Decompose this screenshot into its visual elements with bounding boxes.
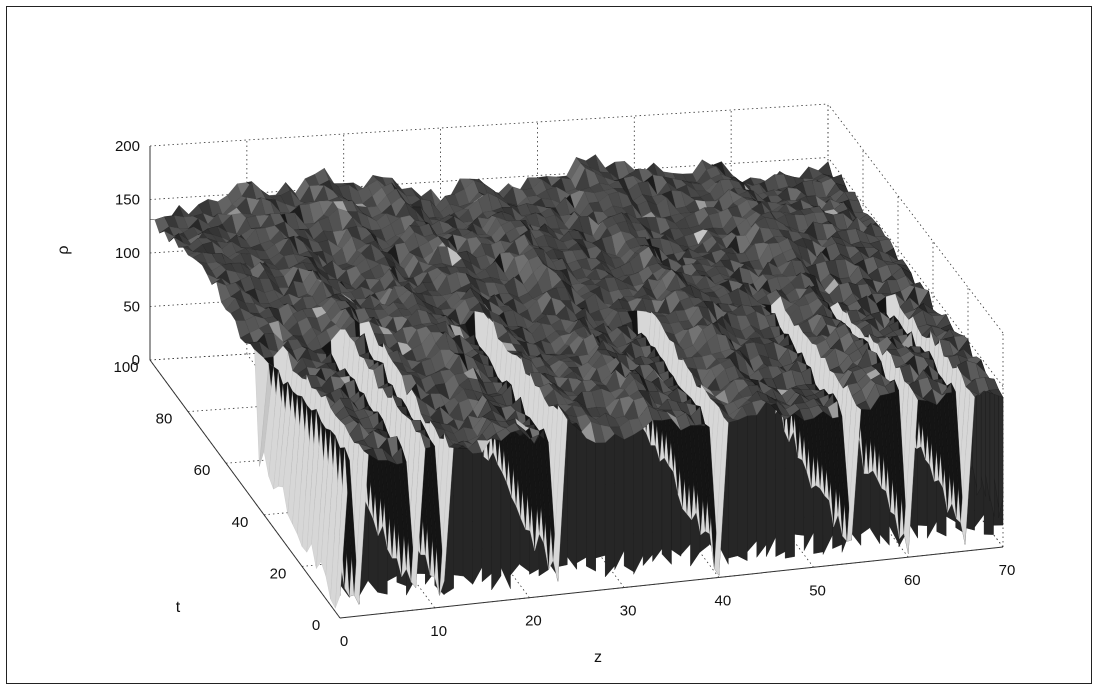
z-tick-label: 200 xyxy=(115,138,140,155)
y-tick-label: 0 xyxy=(312,617,320,634)
y-axis-line xyxy=(149,359,341,619)
x-tick-label: 60 xyxy=(904,572,921,589)
surface-wall-front xyxy=(747,414,757,553)
surface-wall-front xyxy=(766,401,776,557)
axes xyxy=(149,146,1004,619)
z-tick-label: 100 xyxy=(115,245,140,262)
x-tick-label: 40 xyxy=(715,592,732,609)
back-wall-grid-z xyxy=(149,103,829,147)
x-tick-label: 50 xyxy=(809,582,826,599)
surface-wall-front xyxy=(623,434,634,573)
y-axis-label: t xyxy=(176,599,181,616)
surface-wall-front xyxy=(595,442,606,559)
surface-wall-front xyxy=(586,437,596,572)
z-tick-label: 150 xyxy=(115,192,140,209)
x-tick-label: 0 xyxy=(340,633,348,650)
surface-wall-front xyxy=(462,445,473,585)
x-tick-label: 10 xyxy=(430,623,447,640)
y-tick-label: 100 xyxy=(113,359,138,376)
z-axis-label: ρ xyxy=(55,245,72,254)
surface-wall-front xyxy=(728,419,738,559)
surface-wall-front xyxy=(605,433,615,578)
surface-wall-front xyxy=(481,437,492,583)
x-tick-label: 20 xyxy=(525,613,542,630)
surface-wall-side xyxy=(989,378,995,517)
x-tick-label: 70 xyxy=(999,562,1016,579)
surface-wall-front xyxy=(453,443,464,577)
surface-wall-side xyxy=(998,388,1004,518)
side-wall-grid-z xyxy=(827,157,1004,387)
z-tick-label: 0 xyxy=(132,352,140,369)
surface-mesh xyxy=(149,154,1004,609)
y-tick-label: 20 xyxy=(270,565,287,582)
surface-wall-front xyxy=(576,422,587,564)
x-tick-label: 30 xyxy=(620,603,637,620)
surface-wall-front xyxy=(567,419,577,571)
side-wall-grid-z xyxy=(827,103,1004,334)
surface-patch xyxy=(988,389,1004,398)
y-tick-label: 40 xyxy=(232,514,249,531)
surface-wall-front xyxy=(633,428,644,575)
surface-wall-front xyxy=(737,415,748,562)
surface-wall-front xyxy=(756,400,767,558)
surface-wall-front xyxy=(614,433,625,570)
x-axis-line xyxy=(339,546,1004,619)
surface-wall-front xyxy=(472,452,483,585)
y-tick-label: 80 xyxy=(156,411,173,428)
z-tick-label: 50 xyxy=(123,299,140,316)
y-tick-label: 60 xyxy=(194,462,211,479)
x-axis-label: z xyxy=(594,649,602,666)
